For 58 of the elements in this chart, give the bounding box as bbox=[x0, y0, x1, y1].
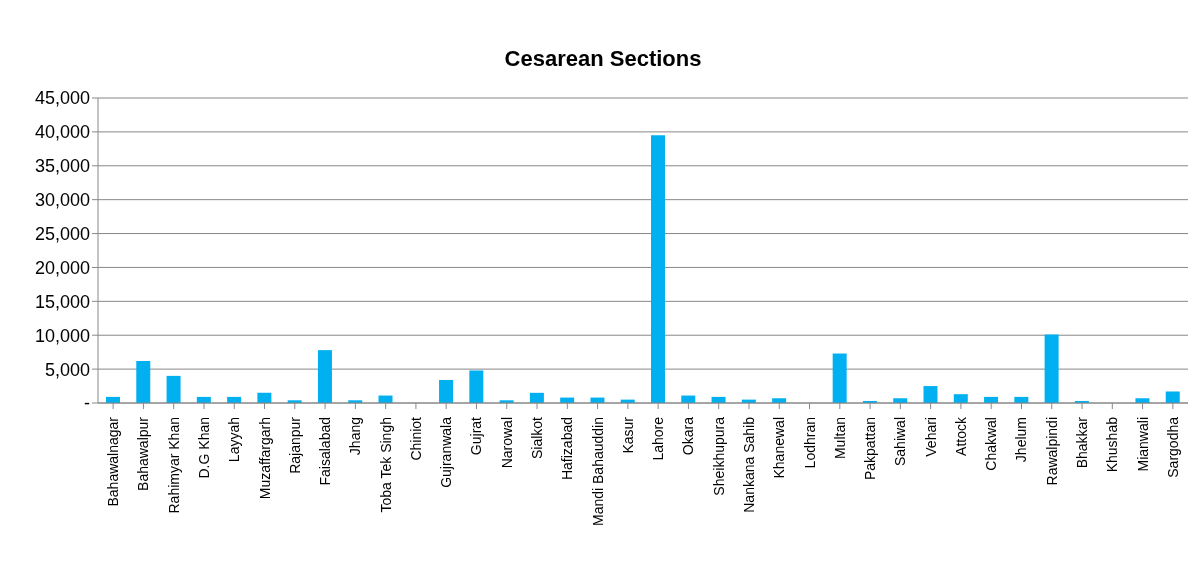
x-tick-label: Chiniot bbox=[407, 416, 424, 461]
x-tick-label: Faisalabad bbox=[317, 417, 334, 486]
x-tick-label: Rahimyar Khan bbox=[165, 417, 182, 514]
x-tick-label: Hafizabad bbox=[559, 417, 576, 481]
x-tick-label: Okara bbox=[680, 416, 697, 456]
x-tick-label: Sialkot bbox=[529, 416, 546, 460]
y-tick-label: 20,000 bbox=[34, 257, 90, 278]
x-tick-label: Sheikhupura bbox=[710, 416, 727, 496]
x-tick-label: Lodhran bbox=[801, 417, 818, 469]
bar bbox=[317, 350, 332, 403]
bar bbox=[651, 135, 665, 403]
x-tick-label: Bahawalpur bbox=[135, 416, 152, 491]
x-tick-label: Muzaffargarh bbox=[256, 417, 273, 500]
x-tick-label: Sahiwal bbox=[892, 417, 909, 467]
x-tick-label: D.G Khan bbox=[195, 417, 212, 479]
y-tick-label: 45,000 bbox=[34, 88, 90, 109]
bar bbox=[136, 360, 151, 403]
x-tick-label: Khushab bbox=[1104, 416, 1121, 473]
x-tick-label: Sargodha bbox=[1164, 416, 1181, 478]
y-tick-label: 35,000 bbox=[34, 156, 90, 177]
x-tick-label: Rajanpur bbox=[286, 416, 303, 474]
x-tick-label: Vehari bbox=[922, 417, 939, 457]
x-tick-label: Jhang bbox=[347, 417, 364, 456]
x-tick-label: Kasur bbox=[619, 416, 636, 454]
x-tick-label: Chakwal bbox=[983, 417, 1000, 471]
y-tick-label: 5,000 bbox=[44, 359, 90, 380]
x-tick-label: Khanewal bbox=[771, 417, 788, 479]
x-tick-label: Nankana Sahib bbox=[740, 416, 757, 513]
bar bbox=[469, 370, 484, 403]
x-tick-label: Toba Tek Singh bbox=[377, 417, 394, 513]
x-tick-label: Rawalpindi bbox=[1043, 417, 1060, 486]
x-tick-label: Mianwali bbox=[1134, 417, 1151, 472]
y-tick-label: 25,000 bbox=[34, 223, 90, 244]
x-tick-label: Mandi Bahauddin bbox=[589, 417, 606, 526]
x-tick-label: Narowal bbox=[498, 417, 515, 469]
x-tick-label: Pakpattan bbox=[862, 417, 879, 481]
x-tick-label: Gujrat bbox=[468, 416, 485, 456]
x-tick-label: Attock bbox=[952, 416, 969, 456]
y-tick-label: 10,000 bbox=[34, 325, 90, 346]
bar bbox=[923, 386, 938, 403]
x-tick-label: Bahawalnagar bbox=[105, 416, 122, 507]
chart-title: Cesarean Sections bbox=[503, 45, 703, 71]
y-tick-label: 15,000 bbox=[34, 291, 90, 312]
x-tick-label: Bhakkar bbox=[1074, 416, 1091, 469]
bar bbox=[1044, 334, 1059, 403]
y-tick-label: 30,000 bbox=[34, 190, 90, 211]
bar bbox=[832, 353, 847, 403]
x-tick-label: Gujranwala bbox=[438, 416, 455, 488]
bar bbox=[953, 394, 968, 403]
y-tick-label: 40,000 bbox=[34, 122, 90, 143]
x-tick-label: Layyah bbox=[226, 417, 243, 463]
bar bbox=[166, 375, 181, 403]
y-tick-label: - bbox=[84, 393, 90, 414]
x-tick-label: Jhelum bbox=[1013, 417, 1030, 463]
bar bbox=[439, 379, 454, 403]
x-tick-label: Multan bbox=[831, 417, 848, 460]
x-tick-label: Lahore bbox=[650, 416, 667, 461]
bar bbox=[1165, 391, 1180, 403]
